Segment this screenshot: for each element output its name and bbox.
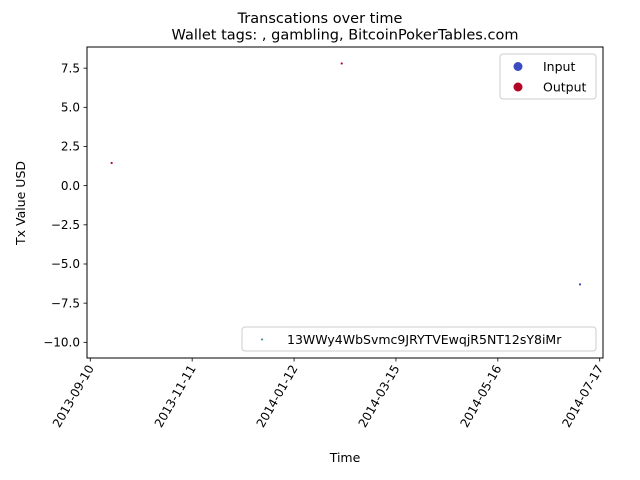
legend-output-marker <box>513 82 523 92</box>
data-points <box>110 62 582 286</box>
legend-output-label: Output <box>543 80 587 95</box>
chart-title: Wallet tags: , gambling, BitcoinPokerTab… <box>172 28 519 44</box>
y-tick-label: −10.0 <box>43 336 80 350</box>
y-axis-label: Tx Value USD <box>13 161 28 246</box>
y-tick-label: −2.5 <box>51 218 80 232</box>
y-tick-label: 5.0 <box>61 101 80 115</box>
x-axis-ticks: 2013-09-10 2013-11-11 2014-01-12 2014-03-15… <box>50 358 606 430</box>
x-tick-label: 2013-11-11 <box>152 363 199 430</box>
data-point-output <box>340 62 343 65</box>
y-tick-label: 0.0 <box>61 179 80 193</box>
x-tick-label: 2013-09-10 <box>50 363 97 430</box>
data-point-output <box>110 161 113 165</box>
x-tick-label: 2014-01-12 <box>254 363 301 430</box>
legend-wallet: 13WWy4WbSvmc9JRYTVEwqjR5NT12sY8iMr <box>241 326 597 352</box>
legend-wallet-box <box>241 326 597 352</box>
x-tick-label: 2014-03-15 <box>356 363 403 430</box>
legend-types-box <box>499 53 597 100</box>
data-point-input <box>578 283 582 286</box>
y-tick-label: −5.0 <box>51 257 80 271</box>
y-tick-label: 7.5 <box>61 61 80 75</box>
y-tick-label: 2.5 <box>61 140 80 154</box>
y-tick-label: −7.5 <box>51 296 80 310</box>
chart-suptitle: Transcations over time <box>237 11 403 27</box>
x-tick-label: 2014-07-17 <box>559 363 606 430</box>
x-tick-label: 2014-05-16 <box>457 363 504 430</box>
x-axis-label: Time <box>329 450 361 465</box>
legend-input-marker <box>513 62 523 71</box>
legend-types: Input Output <box>499 53 597 100</box>
legend-input-label: Input <box>543 59 575 74</box>
y-axis-ticks: 7.5 5.0 2.5 0.0 −2.5 −5.0 −7.5 −10.0 <box>43 61 87 350</box>
plot-frame <box>86 46 604 359</box>
legend-wallet-label: 13WWy4WbSvmc9JRYTVEwqjR5NT12sY8iMr <box>287 332 562 347</box>
legend-wallet-marker <box>261 338 263 341</box>
